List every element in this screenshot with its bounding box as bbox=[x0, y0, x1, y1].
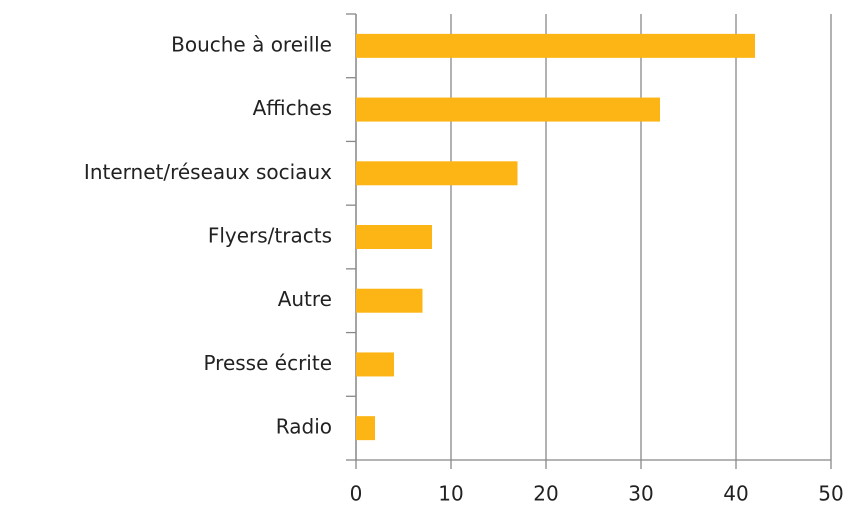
y-tick-label: Autre bbox=[278, 287, 332, 311]
y-tick-label: Flyers/tracts bbox=[208, 224, 332, 248]
bar bbox=[356, 97, 660, 122]
x-tick-label: 40 bbox=[723, 482, 748, 506]
y-tick-label: Internet/réseaux sociaux bbox=[84, 160, 332, 184]
bar bbox=[356, 225, 432, 249]
x-tick-label: 20 bbox=[533, 482, 558, 506]
y-tick-label: Radio bbox=[276, 415, 332, 439]
x-tick-label: 0 bbox=[350, 482, 363, 506]
x-tick-label: 30 bbox=[628, 482, 653, 506]
bar bbox=[356, 352, 394, 377]
y-tick-label: Affiches bbox=[253, 96, 332, 120]
x-tick-label: 10 bbox=[438, 482, 463, 506]
bar bbox=[356, 161, 518, 186]
bar bbox=[356, 416, 375, 441]
bar bbox=[356, 33, 755, 58]
x-tick-label: 50 bbox=[818, 482, 843, 506]
y-tick-label: Presse écrite bbox=[203, 351, 332, 375]
y-tick-label: Bouche à oreille bbox=[171, 32, 332, 56]
bar bbox=[356, 288, 423, 313]
